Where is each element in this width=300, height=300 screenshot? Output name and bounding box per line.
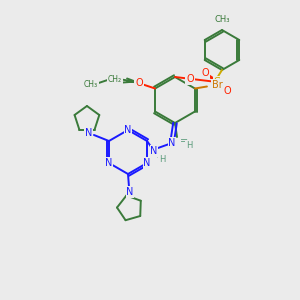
Text: N: N	[85, 128, 93, 138]
Text: Br: Br	[212, 80, 222, 89]
Text: N: N	[124, 125, 132, 135]
Text: N: N	[126, 187, 134, 197]
Text: N: N	[168, 138, 176, 148]
Text: N: N	[143, 158, 151, 168]
Text: =: =	[180, 136, 188, 146]
Text: O: O	[186, 74, 194, 85]
Text: N: N	[150, 146, 158, 156]
Text: O: O	[223, 86, 231, 96]
Text: S: S	[213, 77, 220, 87]
Text: H: H	[159, 155, 165, 164]
Text: CH₃: CH₃	[214, 16, 230, 25]
Text: H: H	[186, 142, 192, 151]
Text: O: O	[201, 68, 209, 78]
Text: O: O	[135, 77, 143, 88]
Text: CH₂: CH₂	[108, 75, 122, 84]
Text: CH₃: CH₃	[84, 80, 98, 89]
Text: N: N	[105, 158, 112, 168]
